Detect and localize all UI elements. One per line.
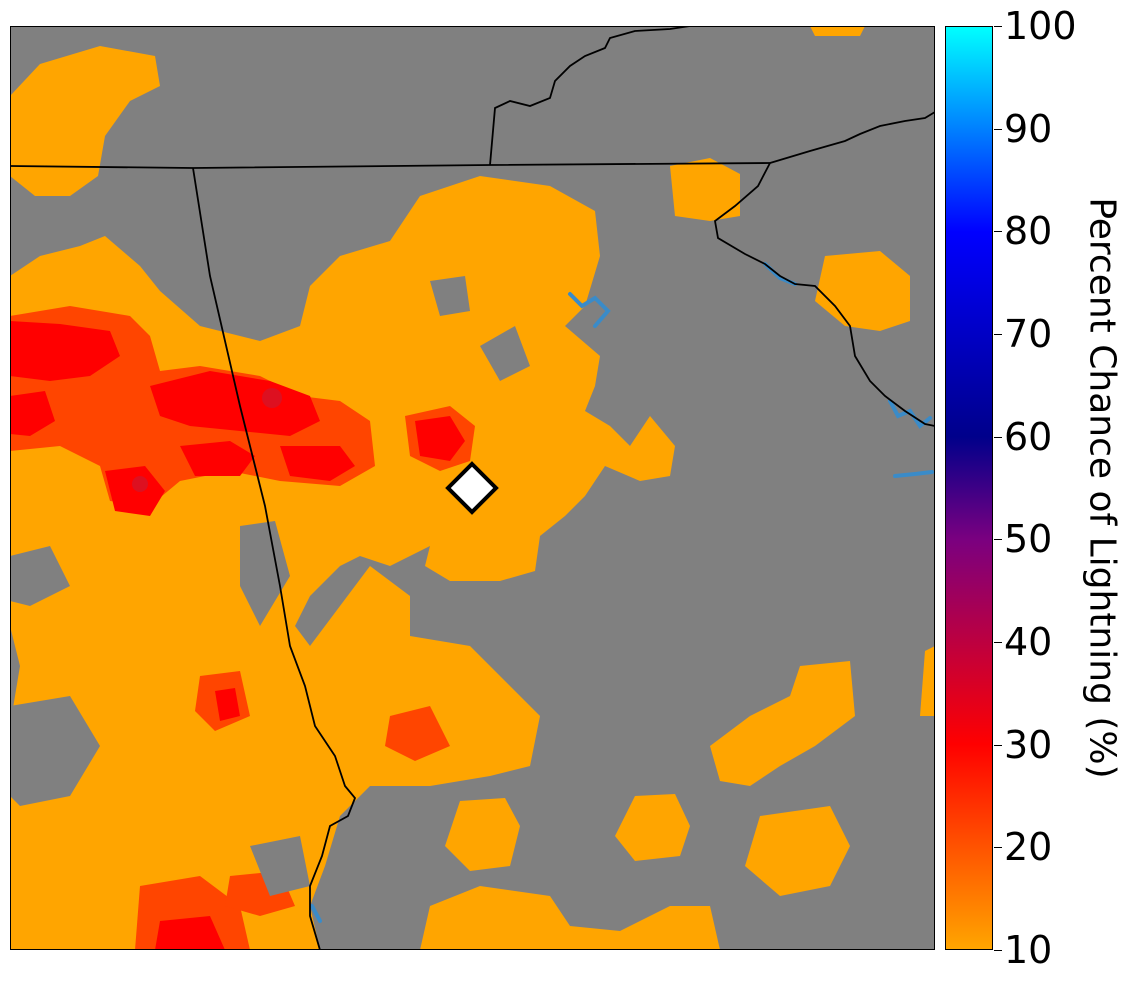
colorbar-tick-label-30: 30 <box>1004 722 1053 767</box>
high-left-low <box>105 466 165 516</box>
border-north-horizontal <box>10 162 771 169</box>
state-borders <box>10 26 935 950</box>
border-west-diagonal <box>192 167 357 950</box>
gap-f <box>250 836 310 896</box>
high-south-bottom <box>155 916 225 950</box>
colorbar-tick-label-20: 20 <box>1004 825 1053 870</box>
gap-d <box>240 521 290 626</box>
colorbar-tick-70 <box>994 334 1002 335</box>
probability-high-regions <box>10 321 465 950</box>
region-south-blob-c <box>745 806 850 896</box>
border-east-river <box>714 162 935 427</box>
colorbar-tick-50 <box>994 539 1002 541</box>
region-east-arm <box>710 661 855 786</box>
colorbar-tick-40 <box>994 642 1002 643</box>
gray-gaps <box>10 276 530 896</box>
colorbar-tick-label-40: 40 <box>1004 620 1053 664</box>
colorbar <box>945 26 993 950</box>
region-north-top <box>810 26 865 36</box>
gap-e <box>10 696 100 806</box>
gap-c <box>10 546 70 606</box>
lightning-probability-map <box>10 26 935 950</box>
map-frame <box>10 26 935 950</box>
high-band-c <box>280 446 355 481</box>
location-diamond-icon <box>445 461 499 515</box>
border-northeast <box>769 111 935 164</box>
lake-east-low <box>893 470 934 478</box>
colorbar-tick-label-70: 70 <box>1004 312 1053 356</box>
colorbar-tick-10 <box>994 950 1002 951</box>
map-canvas <box>10 26 935 950</box>
high-west-edge <box>10 391 55 436</box>
colorbar-tick-90 <box>994 128 1002 130</box>
colorbar-gradient <box>946 27 992 949</box>
colorbar-tick-label-60: 60 <box>1004 414 1053 459</box>
colorbar-tick-label-50: 50 <box>1004 517 1053 562</box>
colorbar-tick-20 <box>994 847 1002 849</box>
gap-a <box>480 326 530 381</box>
region-northwest <box>10 46 160 196</box>
high-band-a <box>150 371 320 436</box>
colorbar-tick-label-10: 10 <box>1004 928 1053 972</box>
colorbar-tick-80 <box>994 231 1002 233</box>
colorbar-tick-100 <box>994 26 1002 27</box>
colorbar-tick-30 <box>994 744 1002 746</box>
region-south-blob-b <box>615 794 690 861</box>
border-north-vertical <box>489 26 691 166</box>
colorbar-tick-label-100: 100 <box>1004 4 1077 48</box>
probability-peak-spots <box>132 388 282 492</box>
peak-spot-b <box>132 476 148 492</box>
region-east-top <box>670 158 740 221</box>
location-marker <box>445 461 499 515</box>
high-south <box>215 688 240 721</box>
mid-south-b <box>385 706 450 761</box>
colorbar-label: Percent Chance of Lightning (%) <box>1081 197 1123 779</box>
high-west <box>10 321 120 381</box>
peak-spot-a <box>262 388 282 408</box>
high-center <box>415 416 465 461</box>
lake-north <box>568 292 611 328</box>
river-south <box>310 904 322 923</box>
high-band-b <box>180 441 255 476</box>
region-south-bottom <box>420 886 720 950</box>
region-south-blob-a <box>445 798 520 871</box>
region-east-edge <box>920 646 935 716</box>
colorbar-tick-60 <box>994 436 1002 438</box>
colorbar-tick-label-80: 80 <box>1004 209 1053 254</box>
gap-b <box>430 276 470 316</box>
colorbar-tick-label-90: 90 <box>1004 106 1053 151</box>
